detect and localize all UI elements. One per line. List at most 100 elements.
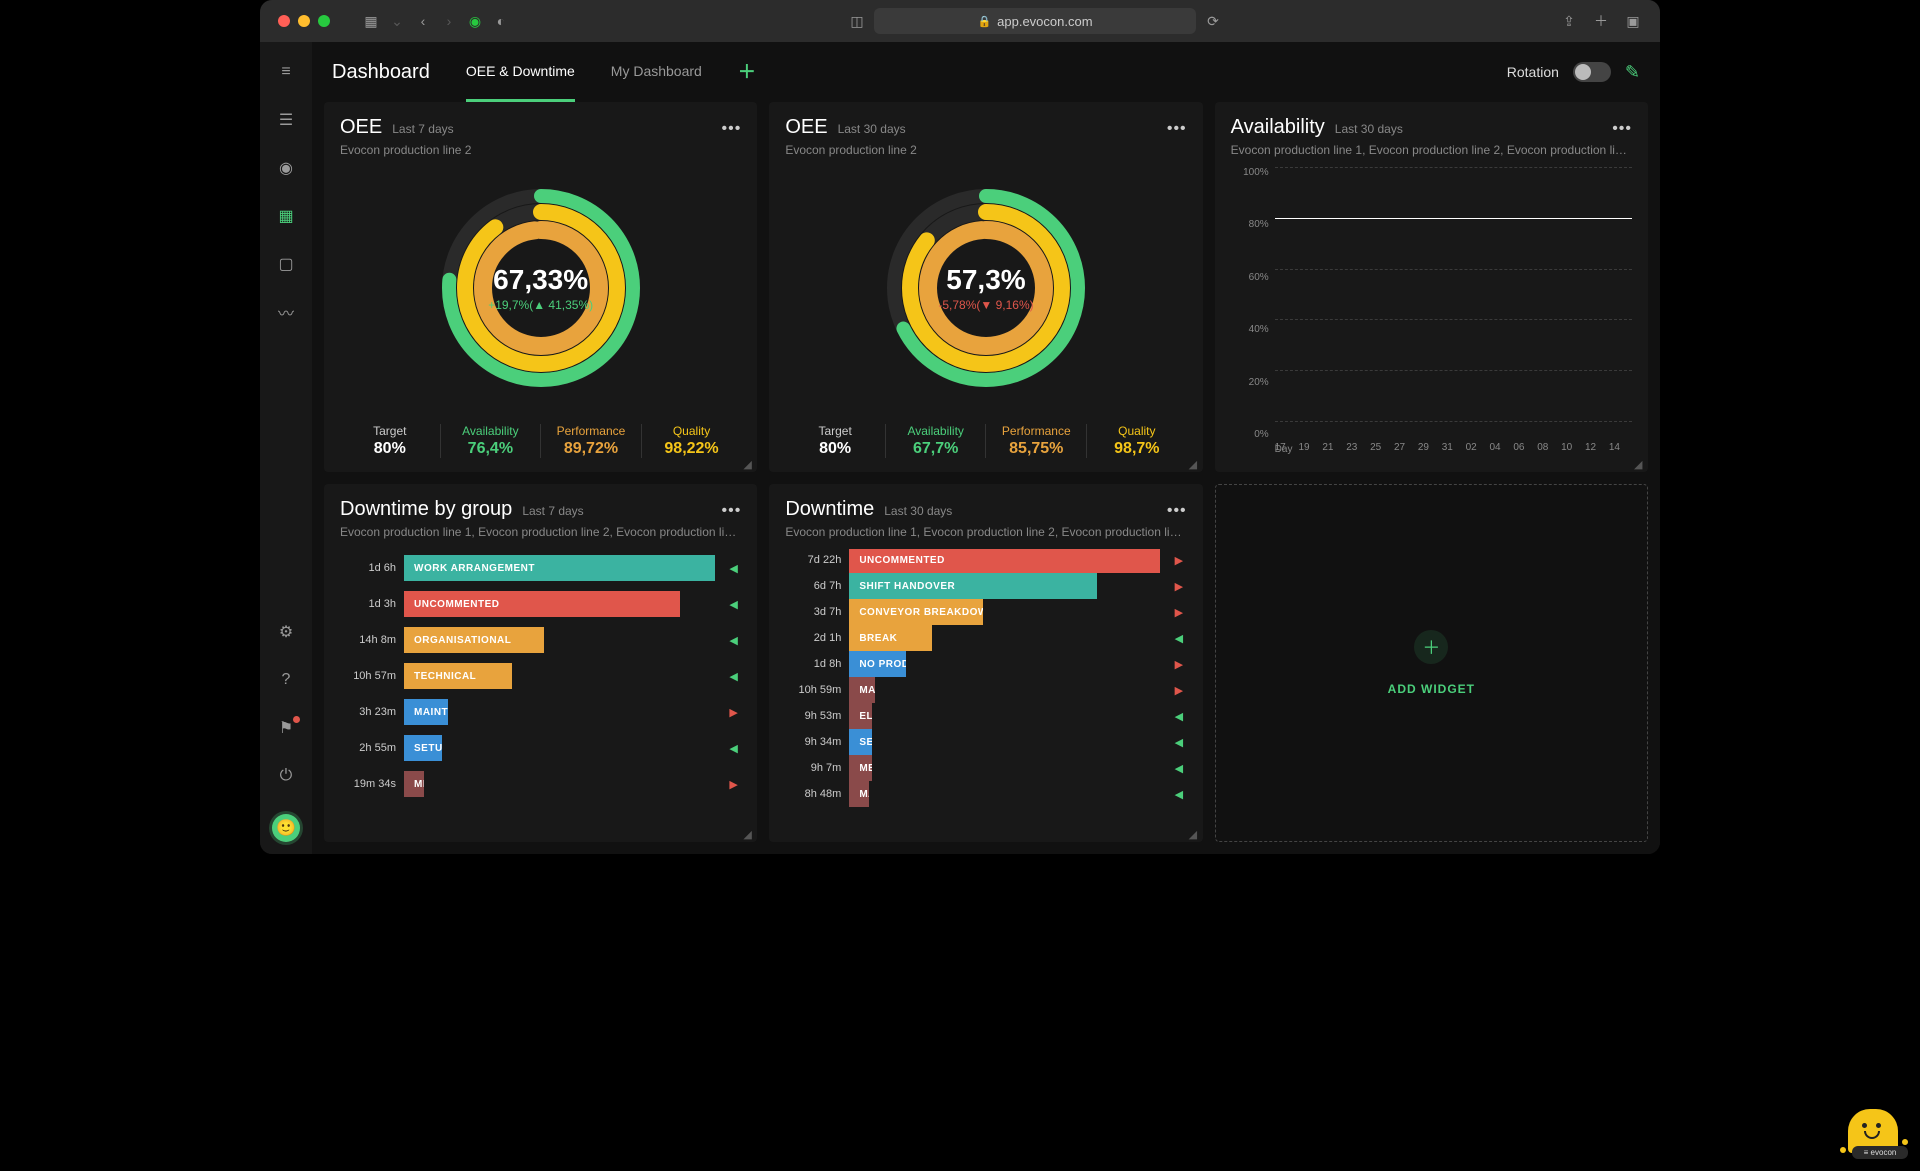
downtime-bar: WORK ARRANGEMENT bbox=[404, 555, 715, 581]
avatar[interactable]: 🙂 bbox=[272, 814, 300, 842]
add-tab-icon[interactable]: ＋ bbox=[738, 42, 756, 102]
downtime-bar: MATERIAL QUALITY ISSUES bbox=[849, 781, 869, 807]
downtime-duration: 9h 7m bbox=[785, 762, 841, 774]
flag-icon[interactable]: ⚑ bbox=[276, 718, 296, 738]
widget-period: Last 7 days bbox=[522, 504, 583, 518]
trend-icon: ◀ bbox=[1175, 632, 1187, 645]
file-icon[interactable]: ▢ bbox=[276, 254, 296, 274]
downtime-duration: 8h 48m bbox=[785, 788, 841, 800]
oee-center-value: 67,33% bbox=[493, 264, 588, 296]
widget-title: Downtime bbox=[785, 498, 874, 521]
widget-period: Last 30 days bbox=[884, 504, 952, 518]
minimize-window-icon[interactable] bbox=[298, 15, 310, 27]
url-bar[interactable]: 🔒 app.evocon.com bbox=[874, 8, 1196, 34]
list-icon[interactable]: ☰ bbox=[276, 110, 296, 130]
downtime-row[interactable]: 19m 34sMEETINGS▶ bbox=[340, 769, 741, 799]
back-icon[interactable]: ‹ bbox=[414, 12, 432, 30]
downtime-row[interactable]: 6d 7hSHIFT HANDOVER▶ bbox=[785, 575, 1186, 597]
sidebar-toggle-icon[interactable]: ▦ bbox=[362, 12, 380, 30]
record-icon[interactable]: ◉ bbox=[276, 158, 296, 178]
trend-icon: ▶ bbox=[1175, 684, 1187, 697]
downtime-row[interactable]: 9h 53mELECTRICAL FAILURE◀ bbox=[785, 705, 1186, 727]
downtime-row[interactable]: 1d 3hUNCOMMENTED◀ bbox=[340, 589, 741, 619]
browser-titlebar: ▦ ⌄ ‹ › ◉ ◐ ◫ 🔒 app.evocon.com ⟳ ⇪ ＋ ▣ bbox=[260, 0, 1660, 42]
resize-handle-icon[interactable]: ◢ bbox=[1189, 458, 1199, 468]
tabs-overview-icon[interactable]: ▣ bbox=[1624, 12, 1642, 30]
widget-menu-icon[interactable]: ••• bbox=[722, 120, 742, 138]
rotation-toggle[interactable] bbox=[1573, 62, 1611, 82]
downtime-row[interactable]: 3d 7hCONVEYOR BREAKDOWN▶ bbox=[785, 601, 1186, 623]
availability-bars: 171921232527293102040608101214 bbox=[1275, 167, 1632, 440]
widget-subtitle: Evocon production line 2 bbox=[340, 143, 741, 157]
resize-handle-icon[interactable]: ◢ bbox=[1634, 458, 1644, 468]
downtime-duration: 2h 55m bbox=[340, 742, 396, 754]
close-window-icon[interactable] bbox=[278, 15, 290, 27]
downtime-bar: MECHANICAL FAILURE bbox=[849, 755, 871, 781]
help-icon[interactable]: ? bbox=[276, 670, 296, 690]
settings-icon[interactable]: ⚙ bbox=[276, 622, 296, 642]
downtime-bar: MATERIAL SHORTAGE bbox=[849, 677, 874, 703]
forward-icon[interactable]: › bbox=[440, 12, 458, 30]
downtime-row[interactable]: 8h 48m MATERIAL QUALITY ISSUES ◀ bbox=[785, 783, 1186, 805]
share-icon[interactable]: ⇪ bbox=[1560, 12, 1578, 30]
dashboard-icon[interactable]: ▦ bbox=[276, 206, 296, 226]
downtime-row[interactable]: 2d 1hBREAK◀ bbox=[785, 627, 1186, 649]
refresh-icon[interactable]: ⟳ bbox=[1204, 12, 1222, 30]
kpi-row: Target80%Availability76,4%Performance89,… bbox=[340, 424, 741, 458]
extension-icon[interactable]: ◐ bbox=[492, 12, 510, 30]
resize-handle-icon[interactable]: ◢ bbox=[743, 458, 753, 468]
trend-icon: ◀ bbox=[1175, 788, 1187, 801]
kpi: Target80% bbox=[785, 424, 885, 458]
page-title: Dashboard bbox=[332, 61, 430, 84]
tab-oee-downtime[interactable]: OEE & Downtime bbox=[466, 42, 575, 102]
shield-icon[interactable]: ◫ bbox=[848, 12, 866, 30]
trend-icon: ▶ bbox=[1175, 606, 1187, 619]
widget-period: Last 30 days bbox=[1335, 122, 1403, 136]
chevron-down-icon[interactable]: ⌄ bbox=[388, 12, 406, 30]
downtime-row[interactable]: 2h 55mSETUP◀ bbox=[340, 733, 741, 763]
kpi-value: 67,7% bbox=[913, 440, 958, 458]
kpi-value: 76,4% bbox=[468, 440, 513, 458]
downtime-row[interactable]: 9h 7mMECHANICAL FAILURE◀ bbox=[785, 757, 1186, 779]
downtime-row[interactable]: 3h 23mMAINTENANCE▶ bbox=[340, 697, 741, 727]
downtime-row[interactable]: 9h 34mSETUP◀ bbox=[785, 731, 1186, 753]
downtime-row[interactable]: 10h 57mTECHNICAL◀ bbox=[340, 661, 741, 691]
downtime-duration: 3d 7h bbox=[785, 606, 841, 618]
downtime-row[interactable]: 14h 8mORGANISATIONAL◀ bbox=[340, 625, 741, 655]
power-icon[interactable]: ⏻ bbox=[276, 766, 296, 786]
downtime-row[interactable]: 10h 59mMATERIAL SHORTAGE▶ bbox=[785, 679, 1186, 701]
menu-icon[interactable]: ≡ bbox=[276, 62, 296, 82]
kpi-value: 80% bbox=[819, 440, 851, 458]
trend-icon: ▶ bbox=[729, 778, 741, 791]
downtime-row[interactable]: 7d 22hUNCOMMENTED▶ bbox=[785, 549, 1186, 571]
trend-icon: ◀ bbox=[729, 742, 741, 755]
widget-oee-7d: OEE Last 7 days ••• Evocon production li… bbox=[324, 102, 757, 472]
kpi: Quality98,22% bbox=[641, 424, 742, 458]
downtime-row[interactable]: 1d 6hWORK ARRANGEMENT◀ bbox=[340, 553, 741, 583]
new-tab-icon[interactable]: ＋ bbox=[1592, 12, 1610, 30]
trend-icon: ◀ bbox=[729, 670, 741, 683]
downtime-duration: 6d 7h bbox=[785, 580, 841, 592]
oee-delta: +19,7%(▲ 41,35%) bbox=[488, 298, 593, 312]
widget-menu-icon[interactable]: ••• bbox=[722, 502, 742, 520]
resize-handle-icon[interactable]: ◢ bbox=[1189, 828, 1199, 838]
trend-icon: ◀ bbox=[729, 634, 741, 647]
window-controls[interactable] bbox=[278, 15, 330, 27]
add-widget-button[interactable]: ＋ ADD WIDGET bbox=[1215, 484, 1648, 842]
extension-grammarly-icon[interactable]: ◉ bbox=[466, 12, 484, 30]
widget-menu-icon[interactable]: ••• bbox=[1167, 502, 1187, 520]
downtime-duration: 3h 23m bbox=[340, 706, 396, 718]
maximize-window-icon[interactable] bbox=[318, 15, 330, 27]
downtime-row[interactable]: 1d 8hNO PRODUCTION PLANNED▶ bbox=[785, 653, 1186, 675]
tab-my-dashboard[interactable]: My Dashboard bbox=[611, 42, 702, 102]
trend-icon[interactable]: 〰 bbox=[276, 302, 296, 322]
widget-menu-icon[interactable]: ••• bbox=[1612, 120, 1632, 138]
resize-handle-icon[interactable]: ◢ bbox=[743, 828, 753, 838]
downtime-duration: 7d 22h bbox=[785, 554, 841, 566]
oee-delta: -5,78%(▼ 9,16%) bbox=[938, 298, 1033, 312]
lock-icon: 🔒 bbox=[977, 15, 991, 28]
edit-dashboard-icon[interactable]: ✎ bbox=[1625, 62, 1640, 83]
downtime-bar: NO PRODUCTION PLANNED bbox=[849, 651, 906, 677]
widget-period: Last 30 days bbox=[838, 122, 906, 136]
widget-menu-icon[interactable]: ••• bbox=[1167, 120, 1187, 138]
